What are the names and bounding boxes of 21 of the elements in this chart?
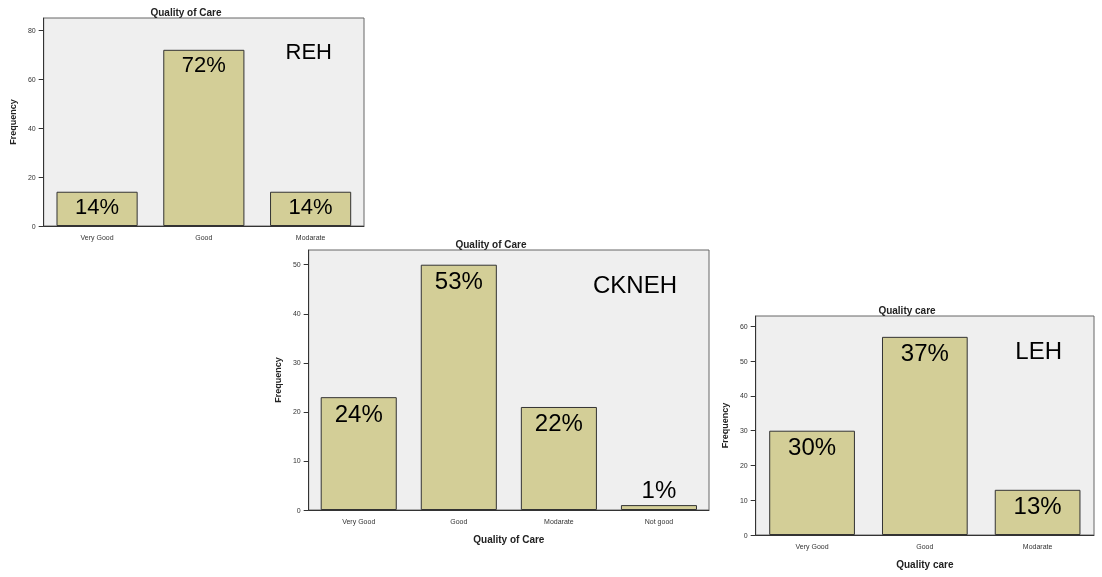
annotation: REH: [285, 38, 332, 64]
y-axis-title: Frequency: [272, 357, 283, 403]
annotation: 14%: [288, 194, 333, 220]
annotation: 13%: [1013, 492, 1062, 520]
chart-title: Quality care: [878, 304, 937, 316]
y-axis-title: Frequency: [7, 99, 18, 145]
chart-title: Quality of Care: [150, 6, 222, 18]
annotation: 30%: [788, 433, 837, 461]
annotation: 22%: [534, 409, 583, 437]
chart-title: Quality of Care: [455, 238, 527, 250]
annotation: 37%: [900, 339, 949, 367]
annotation: 1%: [641, 475, 677, 503]
y-axis-title: Frequency: [719, 402, 730, 449]
annotation: 72%: [181, 52, 226, 78]
annotation: 14%: [75, 194, 120, 220]
x-axis-title: Quality of Care: [473, 533, 545, 545]
annotation: LEH: [1015, 336, 1062, 364]
annotation: CKNEH: [592, 270, 677, 298]
x-axis-title: Quality care: [896, 558, 954, 570]
annotation: 24%: [334, 399, 383, 427]
annotation: 53%: [434, 267, 483, 295]
